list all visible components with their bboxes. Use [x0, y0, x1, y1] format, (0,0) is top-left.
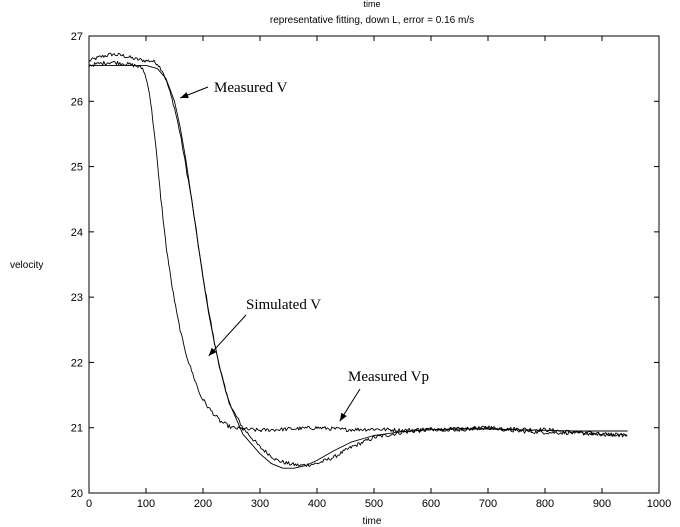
y-tick-label: 23 — [71, 292, 83, 304]
annotation-label: Measured V — [214, 80, 288, 96]
annotation-arrowhead — [339, 412, 347, 422]
annotation-arrowhead — [180, 92, 189, 98]
x-tick-label: 400 — [308, 498, 326, 510]
x-axis-label: time — [363, 516, 382, 527]
y-tick-label: 26 — [71, 96, 83, 108]
chart-title: representative fitting, down L, error = … — [270, 15, 474, 26]
annotation-arrow-line — [208, 314, 247, 357]
x-tick-label: 600 — [422, 498, 440, 510]
y-tick-label: 25 — [71, 162, 83, 174]
series-line-measured-v — [88, 52, 628, 467]
x-tick-label: 200 — [194, 498, 212, 510]
series-line-simulated-v — [89, 64, 628, 469]
y-axis-label: velocity — [10, 260, 43, 271]
x-tick-label: 900 — [593, 498, 611, 510]
y-tick-label: 27 — [71, 31, 83, 43]
x-tick-label: 1000 — [647, 498, 671, 510]
annotation-arrowhead — [208, 347, 217, 356]
annotation-label: Simulated V — [246, 297, 321, 313]
x-tick-label: 300 — [251, 498, 269, 510]
x-tick-label: 0 — [86, 498, 92, 510]
annotation-label: Measured Vp — [348, 369, 429, 385]
series-line-measured-vp — [88, 60, 628, 438]
annotations: Measured V Simulated V Measured Vp — [180, 80, 429, 422]
x-tick-label: 800 — [536, 498, 554, 510]
chart-top-label: time — [363, 0, 380, 9]
y-tick-label: 22 — [71, 357, 83, 369]
y-tick-label: 21 — [71, 423, 83, 435]
plot-frame — [88, 35, 660, 494]
y-tick-label: 24 — [71, 227, 83, 239]
x-tick-label: 100 — [137, 498, 155, 510]
y-tick-label: 20 — [71, 488, 83, 500]
x-tick-label: 500 — [365, 498, 383, 510]
axis-ticks: 0 100 200 300 400 500 600 700 800 900 1000 20 21 22 23… — [71, 31, 671, 510]
x-tick-label: 700 — [479, 498, 497, 510]
series-group — [88, 52, 628, 469]
